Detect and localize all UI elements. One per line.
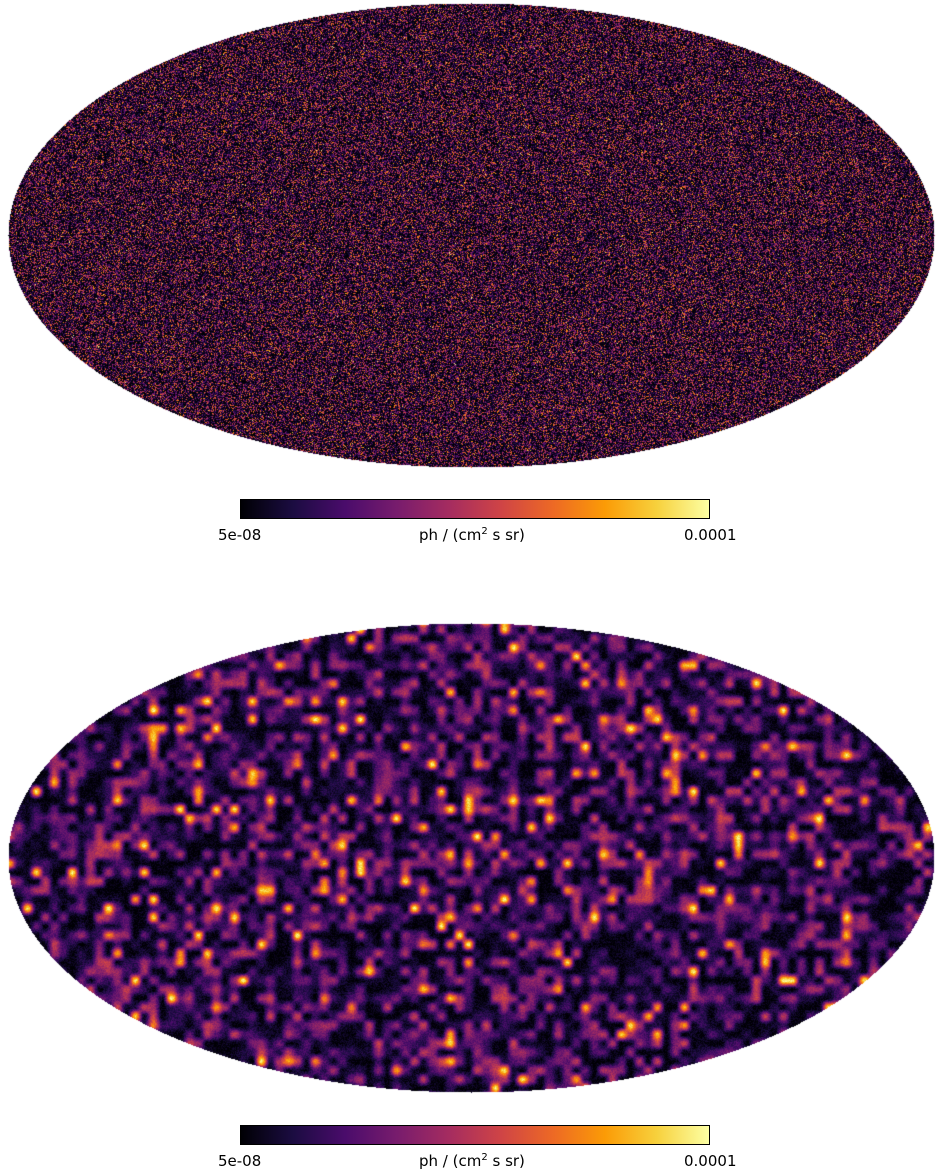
colorbar-max-label: 0.0001 xyxy=(684,526,737,544)
colorbar-min-label: 5e-08 xyxy=(218,1152,262,1170)
colorbar-max-label: 0.0001 xyxy=(684,1152,737,1170)
map-panel-bottom: 5e-08 ph / (cm2 s sr) 0.0001 xyxy=(0,620,942,1175)
colorbar-min-label: 5e-08 xyxy=(218,526,262,544)
mollweide-map-bottom xyxy=(0,620,942,1095)
map-panel-top: 5e-08 ph / (cm2 s sr) 0.0001 xyxy=(0,0,942,544)
colorbar-unit-label: ph / (cm2 s sr) xyxy=(419,526,525,544)
colorbar-top xyxy=(240,499,710,519)
colorbar-bottom xyxy=(240,1125,710,1145)
mollweide-map-top xyxy=(0,0,942,470)
colorbar-unit-label: ph / (cm2 s sr) xyxy=(419,1152,525,1170)
